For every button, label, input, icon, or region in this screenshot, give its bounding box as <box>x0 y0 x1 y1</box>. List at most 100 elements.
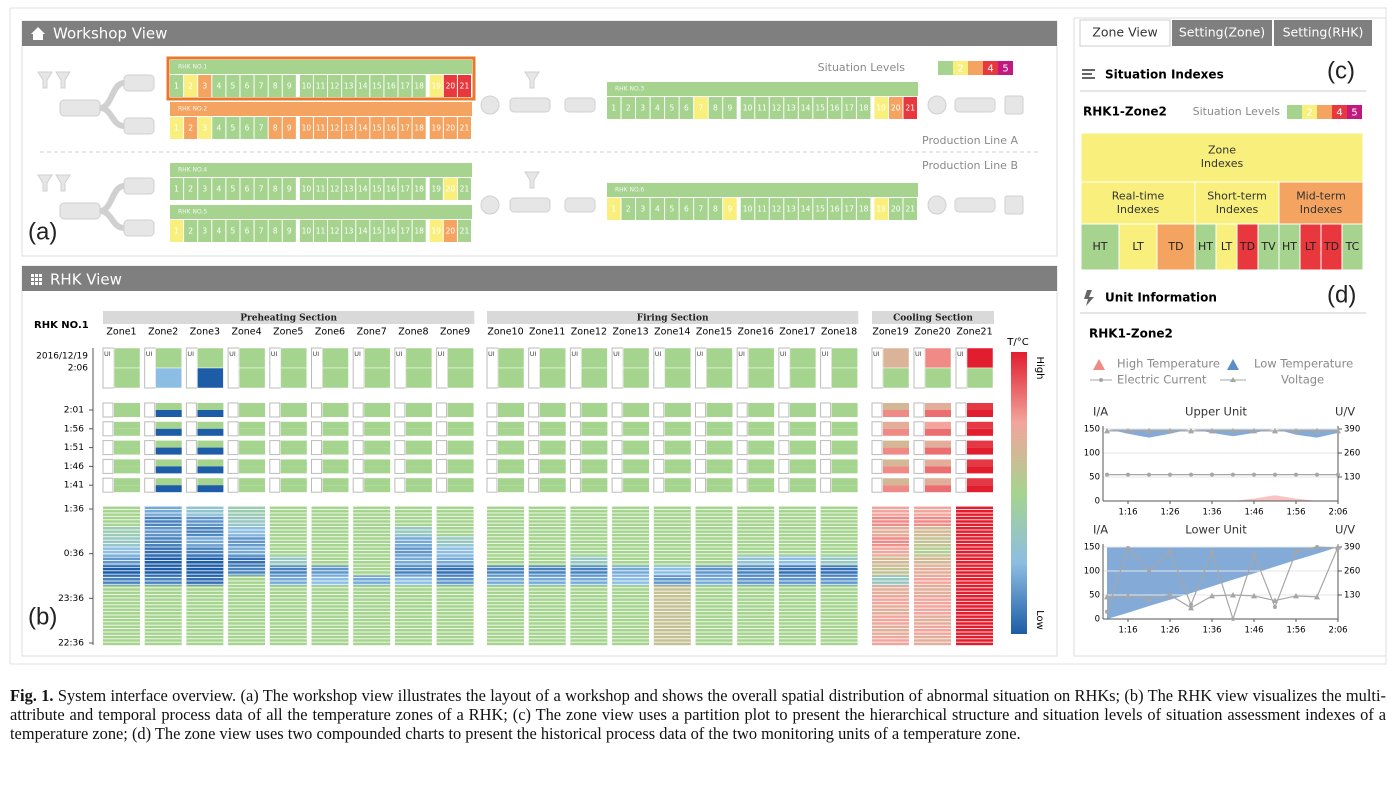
row-icon <box>871 440 883 456</box>
zone-number: 13 <box>344 227 354 236</box>
row-icon <box>227 477 239 493</box>
section-name: Firing Section <box>637 314 709 324</box>
rhk-block[interactable] <box>170 60 472 74</box>
row-icon <box>102 458 114 474</box>
zone-number: 3 <box>202 185 207 194</box>
stripe-overlay <box>436 506 474 645</box>
rhk-block[interactable] <box>170 102 472 116</box>
rhk-block[interactable] <box>170 163 472 177</box>
row-icon <box>185 421 197 437</box>
rhk-block[interactable] <box>170 205 472 219</box>
zone-number: 9 <box>728 104 733 113</box>
row-icon <box>486 458 498 474</box>
tab[interactable] <box>1172 20 1272 46</box>
zone-cell <box>268 75 282 97</box>
recent-cell <box>831 421 858 429</box>
zone-number: 14 <box>801 205 811 214</box>
recent-cell <box>239 428 266 436</box>
time-label: 22:36 <box>58 639 84 649</box>
recent-cell <box>498 440 524 448</box>
zone-cell <box>328 117 342 139</box>
zone-number: 15 <box>372 227 382 236</box>
zone-number: 6 <box>245 185 250 194</box>
row-icon <box>102 402 114 418</box>
recent-cell <box>498 485 524 493</box>
row-icon <box>611 421 623 437</box>
recent-cell <box>322 466 349 474</box>
recent-cell <box>925 440 951 448</box>
zone-name: Zone8 <box>398 327 428 338</box>
section-band <box>103 311 475 324</box>
leaf-label: TC <box>1345 240 1360 253</box>
zone-number: 1 <box>174 82 179 91</box>
rhk-name: RHK NO.5 <box>178 209 207 216</box>
tab-label[interactable]: Setting(RHK) <box>1283 25 1364 40</box>
row-icon <box>436 402 448 418</box>
rhk-block[interactable] <box>607 82 918 96</box>
current-cell <box>497 347 525 369</box>
tab[interactable] <box>1274 20 1372 46</box>
recent-cell <box>967 459 993 467</box>
recent-cell <box>664 428 691 436</box>
recent-cell <box>581 485 608 493</box>
leaf-label: LT <box>1132 240 1144 253</box>
legend-swatch <box>968 61 983 75</box>
stripe-overlay <box>778 506 816 645</box>
current-cell <box>664 367 692 389</box>
recent-cell <box>322 478 349 486</box>
zone-cell <box>282 117 296 139</box>
recent-cell <box>498 428 524 436</box>
time-label: 1:41 <box>64 481 84 491</box>
zone-number: 5 <box>231 185 236 194</box>
zone-number: 6 <box>684 205 689 214</box>
zone-cell <box>198 178 212 200</box>
zone-cell <box>429 178 443 200</box>
recent-cell <box>155 421 182 429</box>
zone-cell <box>457 117 471 139</box>
home-icon <box>31 27 45 40</box>
row-icon <box>695 477 706 493</box>
row-icon <box>955 402 967 418</box>
zone-number: 13 <box>344 82 354 91</box>
row-icon <box>394 402 406 418</box>
voltage-point <box>1251 592 1257 599</box>
zone-number: 2 <box>188 82 193 91</box>
zone-cell <box>903 198 917 220</box>
recent-cell <box>280 428 307 436</box>
zone-cell <box>798 198 813 220</box>
recent-cell <box>664 440 691 448</box>
row-icon <box>311 402 322 418</box>
current-cell <box>664 347 692 369</box>
zone-number: 3 <box>640 205 645 214</box>
scale-low: Low <box>1034 610 1045 630</box>
color-scale <box>1011 352 1027 634</box>
zone-number: 10 <box>743 104 753 113</box>
zone-number: 4 <box>216 124 221 133</box>
recent-cell <box>539 485 566 493</box>
stripe-overlay <box>570 506 608 645</box>
rhk-block[interactable] <box>607 183 918 197</box>
row-icon <box>486 477 498 493</box>
zone-cell <box>299 117 313 139</box>
zone-number: 19 <box>876 205 886 214</box>
zone-number: 20 <box>446 227 456 236</box>
legend-label: 2 <box>1306 108 1312 119</box>
current-point <box>1126 545 1130 550</box>
recent-cell <box>748 478 775 486</box>
tab[interactable] <box>1079 19 1171 47</box>
row-icon <box>144 421 156 437</box>
zone-cell <box>798 97 813 119</box>
current-cell <box>497 367 525 389</box>
zone-cell <box>723 97 737 119</box>
panel-label: (b) <box>28 603 57 630</box>
zone-cell <box>856 198 871 220</box>
tab-label[interactable]: Zone View <box>1092 25 1157 40</box>
row-icon <box>269 421 281 437</box>
partition-leaf <box>1080 223 1120 271</box>
time-label: 23:36 <box>58 594 84 604</box>
zone-cell <box>240 178 254 200</box>
recent-cell <box>883 459 909 467</box>
y2-tick-label: 130 <box>1344 591 1360 601</box>
voltage-point <box>1314 593 1320 600</box>
tab-label[interactable]: Setting(Zone) <box>1179 25 1265 40</box>
